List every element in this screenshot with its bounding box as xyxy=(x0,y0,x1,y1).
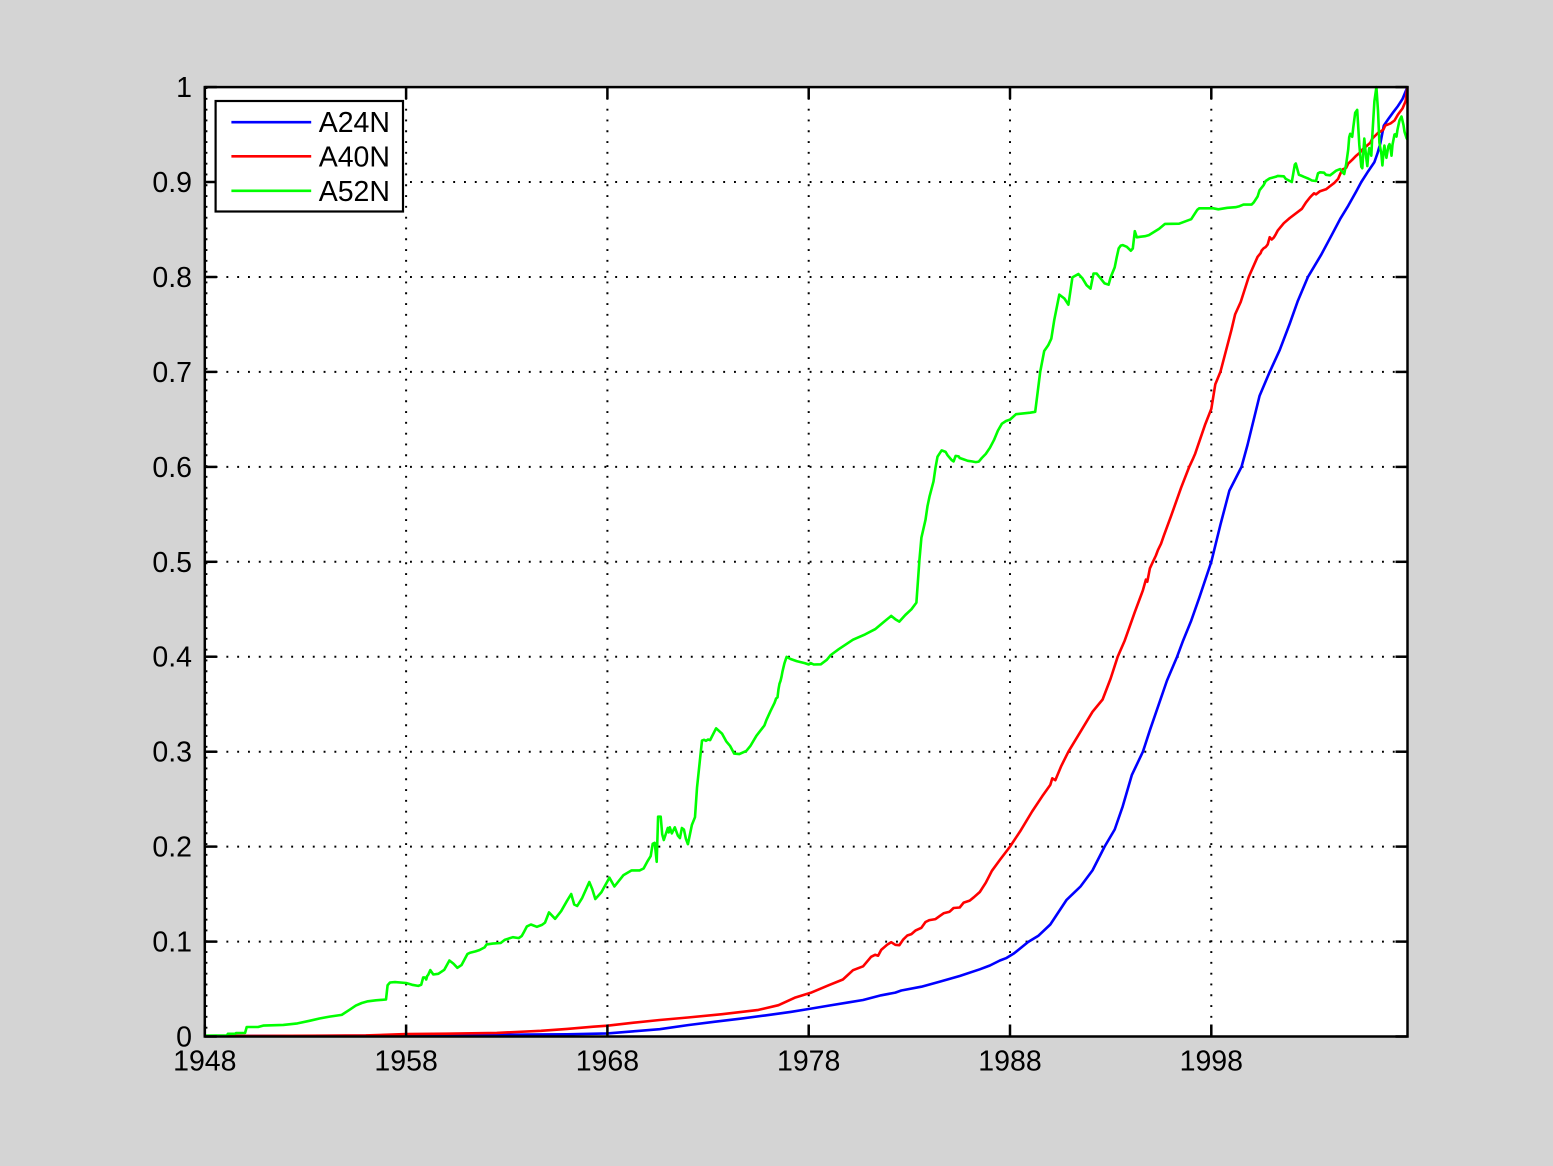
svg-text:1968: 1968 xyxy=(576,1046,639,1078)
svg-text:0.5: 0.5 xyxy=(152,547,192,579)
svg-text:0.6: 0.6 xyxy=(152,452,192,484)
svg-text:0.3: 0.3 xyxy=(152,737,192,769)
svg-text:A40N: A40N xyxy=(319,141,390,173)
svg-text:1948: 1948 xyxy=(173,1046,236,1078)
svg-text:0.7: 0.7 xyxy=(152,357,192,389)
svg-text:1: 1 xyxy=(176,72,192,104)
svg-text:1978: 1978 xyxy=(777,1046,840,1078)
svg-text:0.1: 0.1 xyxy=(152,927,192,959)
svg-text:0: 0 xyxy=(176,1022,192,1054)
svg-text:0.2: 0.2 xyxy=(152,832,192,864)
svg-text:1988: 1988 xyxy=(978,1046,1041,1078)
svg-text:0.8: 0.8 xyxy=(152,262,192,294)
svg-text:1958: 1958 xyxy=(374,1046,437,1078)
svg-text:0.4: 0.4 xyxy=(152,642,192,674)
svg-text:1998: 1998 xyxy=(1180,1046,1243,1078)
svg-text:A24N: A24N xyxy=(319,107,390,139)
svg-text:A52N: A52N xyxy=(319,176,390,208)
svg-text:0.9: 0.9 xyxy=(152,167,192,199)
